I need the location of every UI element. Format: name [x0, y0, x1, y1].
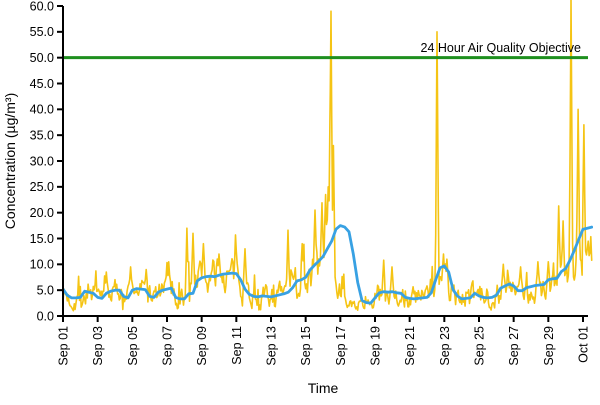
- x-tick-label: Oct 01: [576, 326, 590, 363]
- x-tick-label: Sep 05: [126, 326, 140, 366]
- x-tick-label: Sep 21: [403, 326, 417, 366]
- y-tick-label: 50.0: [30, 51, 54, 65]
- x-tick-label: Sep 25: [472, 326, 486, 366]
- y-tick-label: 55.0: [30, 25, 54, 39]
- x-tick-label: Sep 15: [299, 326, 313, 366]
- x-tick-label: Sep 13: [264, 326, 278, 366]
- series-layer: [63, 0, 593, 312]
- y-tick-label: 15.0: [30, 232, 54, 246]
- ticks-layer: 0.0 5.0 10.0 15.0 20.0 25.0 30.0 35.0 40.0 45.0 50…: [30, 0, 591, 366]
- x-tick-label: Sep 11: [230, 326, 244, 365]
- x-tick-label: Sep 19: [368, 326, 382, 366]
- x-tick-label: Sep 09: [195, 326, 209, 366]
- x-axis-title: Time: [308, 380, 339, 396]
- x-tick-label: Sep 23: [438, 326, 452, 366]
- x-tick-label: Sep 17: [334, 326, 348, 366]
- x-tick-label: Sep 27: [507, 326, 521, 366]
- raw-series-line: [63, 0, 593, 312]
- y-tick-label: 40.0: [30, 103, 54, 117]
- y-tick-label: 5.0: [37, 283, 54, 297]
- rolling-mean-line: [63, 224, 593, 305]
- x-tick-label: Sep 07: [160, 326, 174, 366]
- y-tick-label: 20.0: [30, 206, 54, 220]
- y-tick-label: 0.0: [37, 309, 54, 323]
- x-tick-label: Sep 03: [91, 326, 105, 366]
- y-tick-label: 10.0: [30, 258, 54, 272]
- objective-annotation: 24 Hour Air Quality Objective: [421, 41, 582, 55]
- y-tick-label: 45.0: [30, 77, 54, 91]
- y-tick-label: 30.0: [30, 154, 54, 168]
- y-tick-label: 25.0: [30, 180, 54, 194]
- x-tick-label: Sep 29: [542, 326, 556, 366]
- y-tick-label: 35.0: [30, 128, 54, 142]
- x-tick-label: Sep 01: [57, 326, 71, 366]
- y-tick-label: 60.0: [30, 0, 54, 13]
- y-axis-title: Concentration (µg/m³): [2, 93, 18, 229]
